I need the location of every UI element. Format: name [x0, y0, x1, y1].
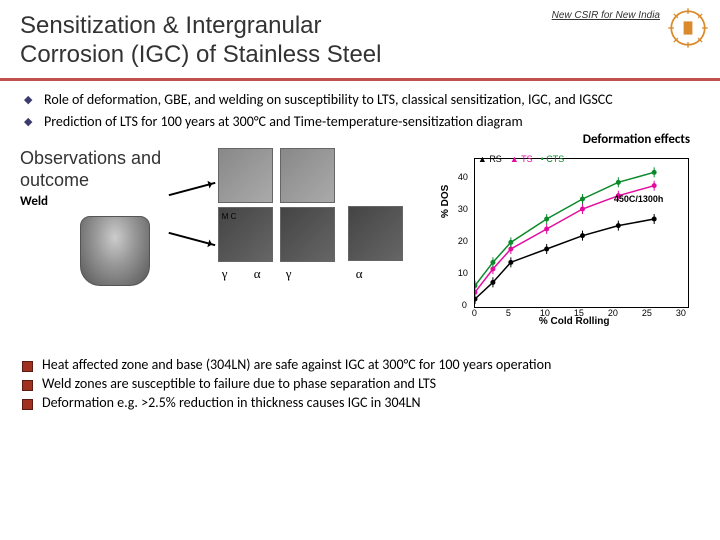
legend-rs: RS [478, 154, 502, 164]
chart-annotation: 450C/1300h [614, 194, 664, 204]
xtick: 15 [574, 308, 584, 318]
observations-heading: Observations and outcome [20, 148, 168, 191]
ytick: 30 [458, 204, 468, 214]
arrow-icon [168, 182, 215, 196]
title-line-2: Corrosion (IGC) of Stainless Steel [20, 41, 381, 68]
legend-ts: TS [510, 154, 533, 164]
micrograph [218, 148, 273, 203]
chart-title: Deformation effects [583, 132, 690, 147]
csir-logo-icon [666, 6, 710, 50]
mc-label: M C [222, 212, 237, 221]
chart-plot-area [474, 158, 689, 308]
micrograph [348, 206, 403, 261]
xtick: 10 [540, 308, 550, 318]
greek-alpha: α [254, 266, 261, 282]
greek-gamma: γ [286, 266, 292, 282]
xtick: 30 [676, 308, 686, 318]
legend-cts: CTS [541, 154, 565, 164]
xtick: 20 [608, 308, 618, 318]
greek-alpha: α [356, 266, 363, 282]
weld-label: Weld [20, 194, 168, 209]
chart-svg [475, 159, 690, 309]
title-line-1: Sensitization & Intergranular [20, 12, 322, 39]
slide-header: Sensitization & Intergranular Corrosion … [0, 0, 720, 81]
chart-legend: RS TS CTS [478, 154, 564, 164]
xtick: 25 [642, 308, 652, 318]
micrograph-panel: M C γ α γ α [178, 148, 434, 318]
xtick: 0 [472, 308, 477, 318]
ytick: 10 [458, 268, 468, 278]
deformation-chart: Deformation effects % DOS % Cold Rolling… [444, 148, 700, 338]
top-bullet-list: Role of deformation, GBE, and welding on… [20, 91, 700, 133]
ytick: 40 [458, 172, 468, 182]
top-bullet-1: Role of deformation, GBE, and welding on… [20, 91, 700, 110]
header-tagline: New CSIR for New India [552, 10, 660, 21]
chart-ylabel: % DOS [440, 185, 451, 218]
ytick: 0 [462, 300, 467, 310]
observations-left: Observations and outcome Weld [20, 148, 168, 338]
greek-gamma: γ [222, 266, 228, 282]
micrograph [280, 148, 335, 203]
weld-pipe-image [80, 216, 150, 286]
top-bullet-2: Prediction of LTS for 100 years at 300°C… [20, 113, 700, 132]
slide-body: Role of deformation, GBE, and welding on… [0, 81, 720, 423]
arrow-icon [168, 232, 215, 246]
bottom-bullet-2: Weld zones are susceptible to failure du… [20, 375, 700, 394]
observations-row: Observations and outcome Weld M C γ α [20, 148, 700, 338]
xtick: 5 [506, 308, 511, 318]
bottom-bullet-1: Heat affected zone and base (304LN) are … [20, 356, 700, 375]
ytick: 20 [458, 236, 468, 246]
bottom-bullet-list: Heat affected zone and base (304LN) are … [20, 356, 700, 413]
bottom-bullet-3: Deformation e.g. >2.5% reduction in thic… [20, 394, 700, 413]
micrograph [280, 207, 335, 262]
